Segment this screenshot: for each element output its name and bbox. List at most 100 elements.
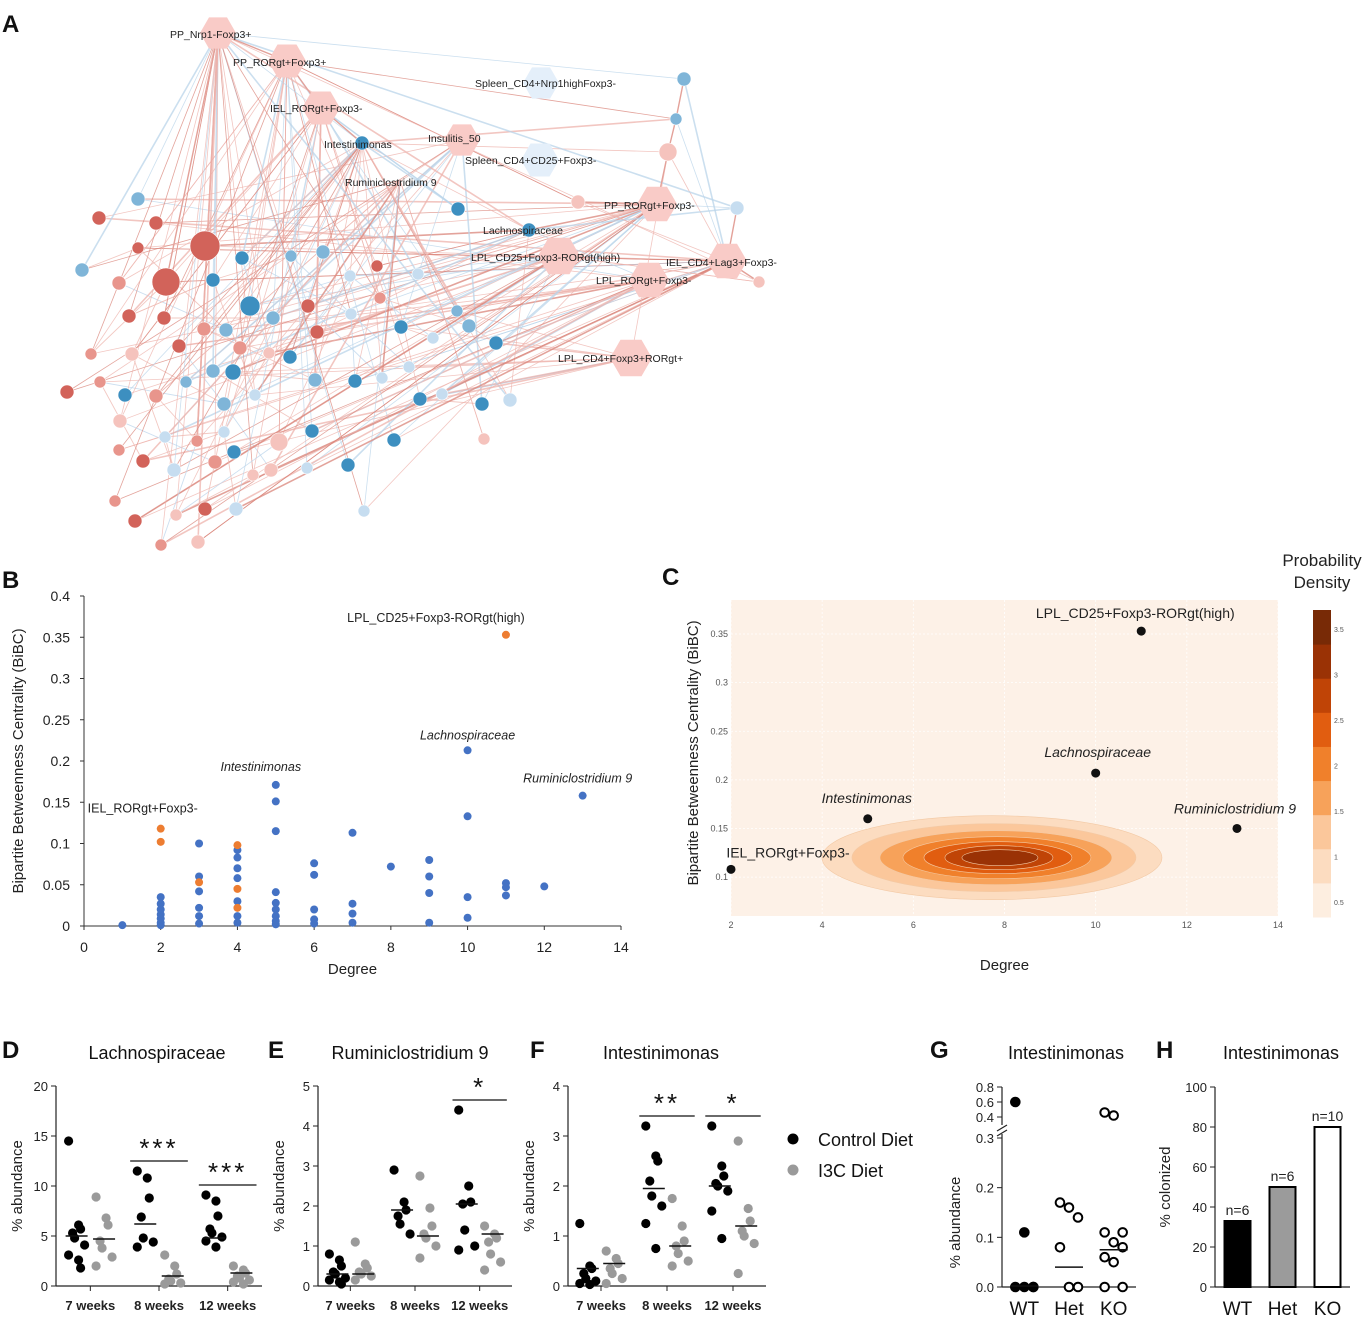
network-taxon-node	[217, 425, 231, 439]
c-colorbar-segment	[1313, 882, 1331, 918]
network-edge	[90, 32, 219, 355]
network-taxon-node	[307, 372, 323, 388]
panelD-sig-stars: ***	[208, 1157, 247, 1187]
c-x-tick-label: 10	[1091, 920, 1101, 930]
network-taxon-node	[265, 310, 281, 326]
network-edge	[495, 260, 728, 344]
b-point	[118, 921, 127, 930]
network-edge	[495, 342, 632, 359]
network-taxon-node	[158, 430, 172, 444]
panelD-title: Lachnospiraceae	[88, 1043, 225, 1063]
c-point	[1232, 823, 1242, 833]
panel-d-dotplot: Lachnospiraceae 0 5 10 15 20 % abundance 7 week…	[9, 1043, 262, 1313]
b-x-axis-label: Degree	[328, 961, 377, 978]
network-edge	[212, 32, 219, 372]
network-taxon-node	[344, 307, 358, 321]
c-point	[726, 864, 736, 874]
panelF-point	[743, 1203, 753, 1214]
network-edge	[163, 60, 288, 319]
g-x-tick-label: Het	[1054, 1299, 1084, 1318]
network-edge	[683, 78, 728, 262]
panelE-point	[454, 1105, 464, 1115]
network-edge	[456, 260, 728, 312]
c-x-tick-label: 6	[911, 920, 916, 930]
h-x-tick-label: WT	[1223, 1299, 1253, 1318]
c-density-contour	[961, 849, 1039, 866]
panelE-point	[366, 1271, 376, 1281]
b-annotation: Intestinimonas	[220, 760, 301, 774]
c-x-tick-label: 14	[1273, 920, 1283, 930]
network-edge	[349, 142, 363, 277]
b-point	[463, 746, 472, 755]
network-taxon-node	[269, 432, 289, 452]
panelF-point	[651, 1243, 661, 1254]
panelE-point	[484, 1237, 494, 1247]
g-point	[1099, 1227, 1110, 1238]
h-bar-label: n=6	[1226, 1202, 1250, 1218]
panelD-point	[213, 1211, 223, 1221]
network-taxon-node	[357, 504, 371, 518]
network-taxon-node	[246, 468, 260, 482]
network-taxon-node	[426, 331, 440, 345]
c-colorbar-segment	[1313, 644, 1331, 679]
network-edge	[203, 328, 270, 354]
network-edge	[361, 142, 669, 153]
b-point	[233, 903, 242, 912]
b-point	[386, 862, 395, 871]
network-taxon-node	[127, 513, 143, 529]
panelF-point	[601, 1278, 611, 1289]
b-annotation: IEL_RORgt+Foxp3-	[88, 802, 198, 816]
network-labels: PP_Nrp1-Foxp3+ PP_RORgt+Foxp3+ IEL_RORgt…	[170, 29, 777, 365]
b-point	[271, 898, 280, 907]
b-x-tick-label: 8	[387, 939, 395, 955]
panelE-point	[470, 1241, 480, 1251]
panelD-x-tick-label: 8 weeks	[134, 1298, 184, 1313]
panelF-y-tick-label: 3	[553, 1129, 560, 1144]
h-y-tick-label: 60	[1193, 1160, 1207, 1175]
panel-label-b: B	[2, 567, 19, 594]
network-edge	[119, 255, 560, 422]
network-edge	[314, 142, 363, 381]
c-colorbar-tick: 2.5	[1334, 718, 1344, 725]
c-colorbar-segment	[1313, 746, 1331, 782]
network-edge	[134, 255, 560, 522]
network-edge	[528, 207, 738, 231]
panelD-point	[64, 1250, 74, 1260]
network-edge	[66, 203, 658, 393]
network-edge	[185, 229, 530, 383]
b-point	[233, 864, 242, 873]
c-point	[1136, 626, 1146, 636]
g-point	[1108, 1256, 1119, 1268]
network-edge	[134, 260, 728, 522]
c-y-tick-label: 0.15	[710, 823, 728, 833]
network-edge	[217, 32, 530, 231]
network-taxon-node	[216, 396, 232, 412]
network-taxon-node	[386, 432, 402, 448]
network-edge	[272, 229, 530, 319]
b-point	[348, 918, 357, 927]
network-edge	[235, 107, 322, 510]
panelE-y-tick-label: 5	[303, 1079, 310, 1094]
panelF-title: Intestinimonas	[603, 1043, 719, 1063]
g-point	[1063, 1202, 1075, 1213]
network-taxon-node	[205, 272, 221, 288]
network-edge	[320, 107, 419, 275]
network-taxon-node	[91, 210, 107, 226]
network-edge	[306, 203, 658, 469]
h-bar-label: n=10	[1312, 1108, 1344, 1124]
panelE-point	[336, 1261, 346, 1271]
c-colorbar-tick: 0.5	[1334, 900, 1344, 907]
network-taxon-node	[111, 275, 127, 291]
panel-b-scatter: 0 2 4 6 8 10 12 14 0 0.05 0.1 0.15 0.2 0.25 0.3 0.35 0.4…	[10, 588, 632, 978]
b-y-tick-label: 0.35	[43, 629, 70, 645]
network-edge	[399, 179, 485, 440]
network-edge	[217, 32, 363, 144]
network-tcell-node	[538, 237, 580, 275]
network-edge	[577, 201, 728, 262]
b-point	[348, 899, 357, 908]
network-edge	[432, 203, 658, 339]
network-taxon-node	[207, 454, 223, 470]
network-tcell-node	[521, 143, 559, 177]
b-point	[540, 882, 549, 891]
panelE-point	[415, 1171, 425, 1181]
